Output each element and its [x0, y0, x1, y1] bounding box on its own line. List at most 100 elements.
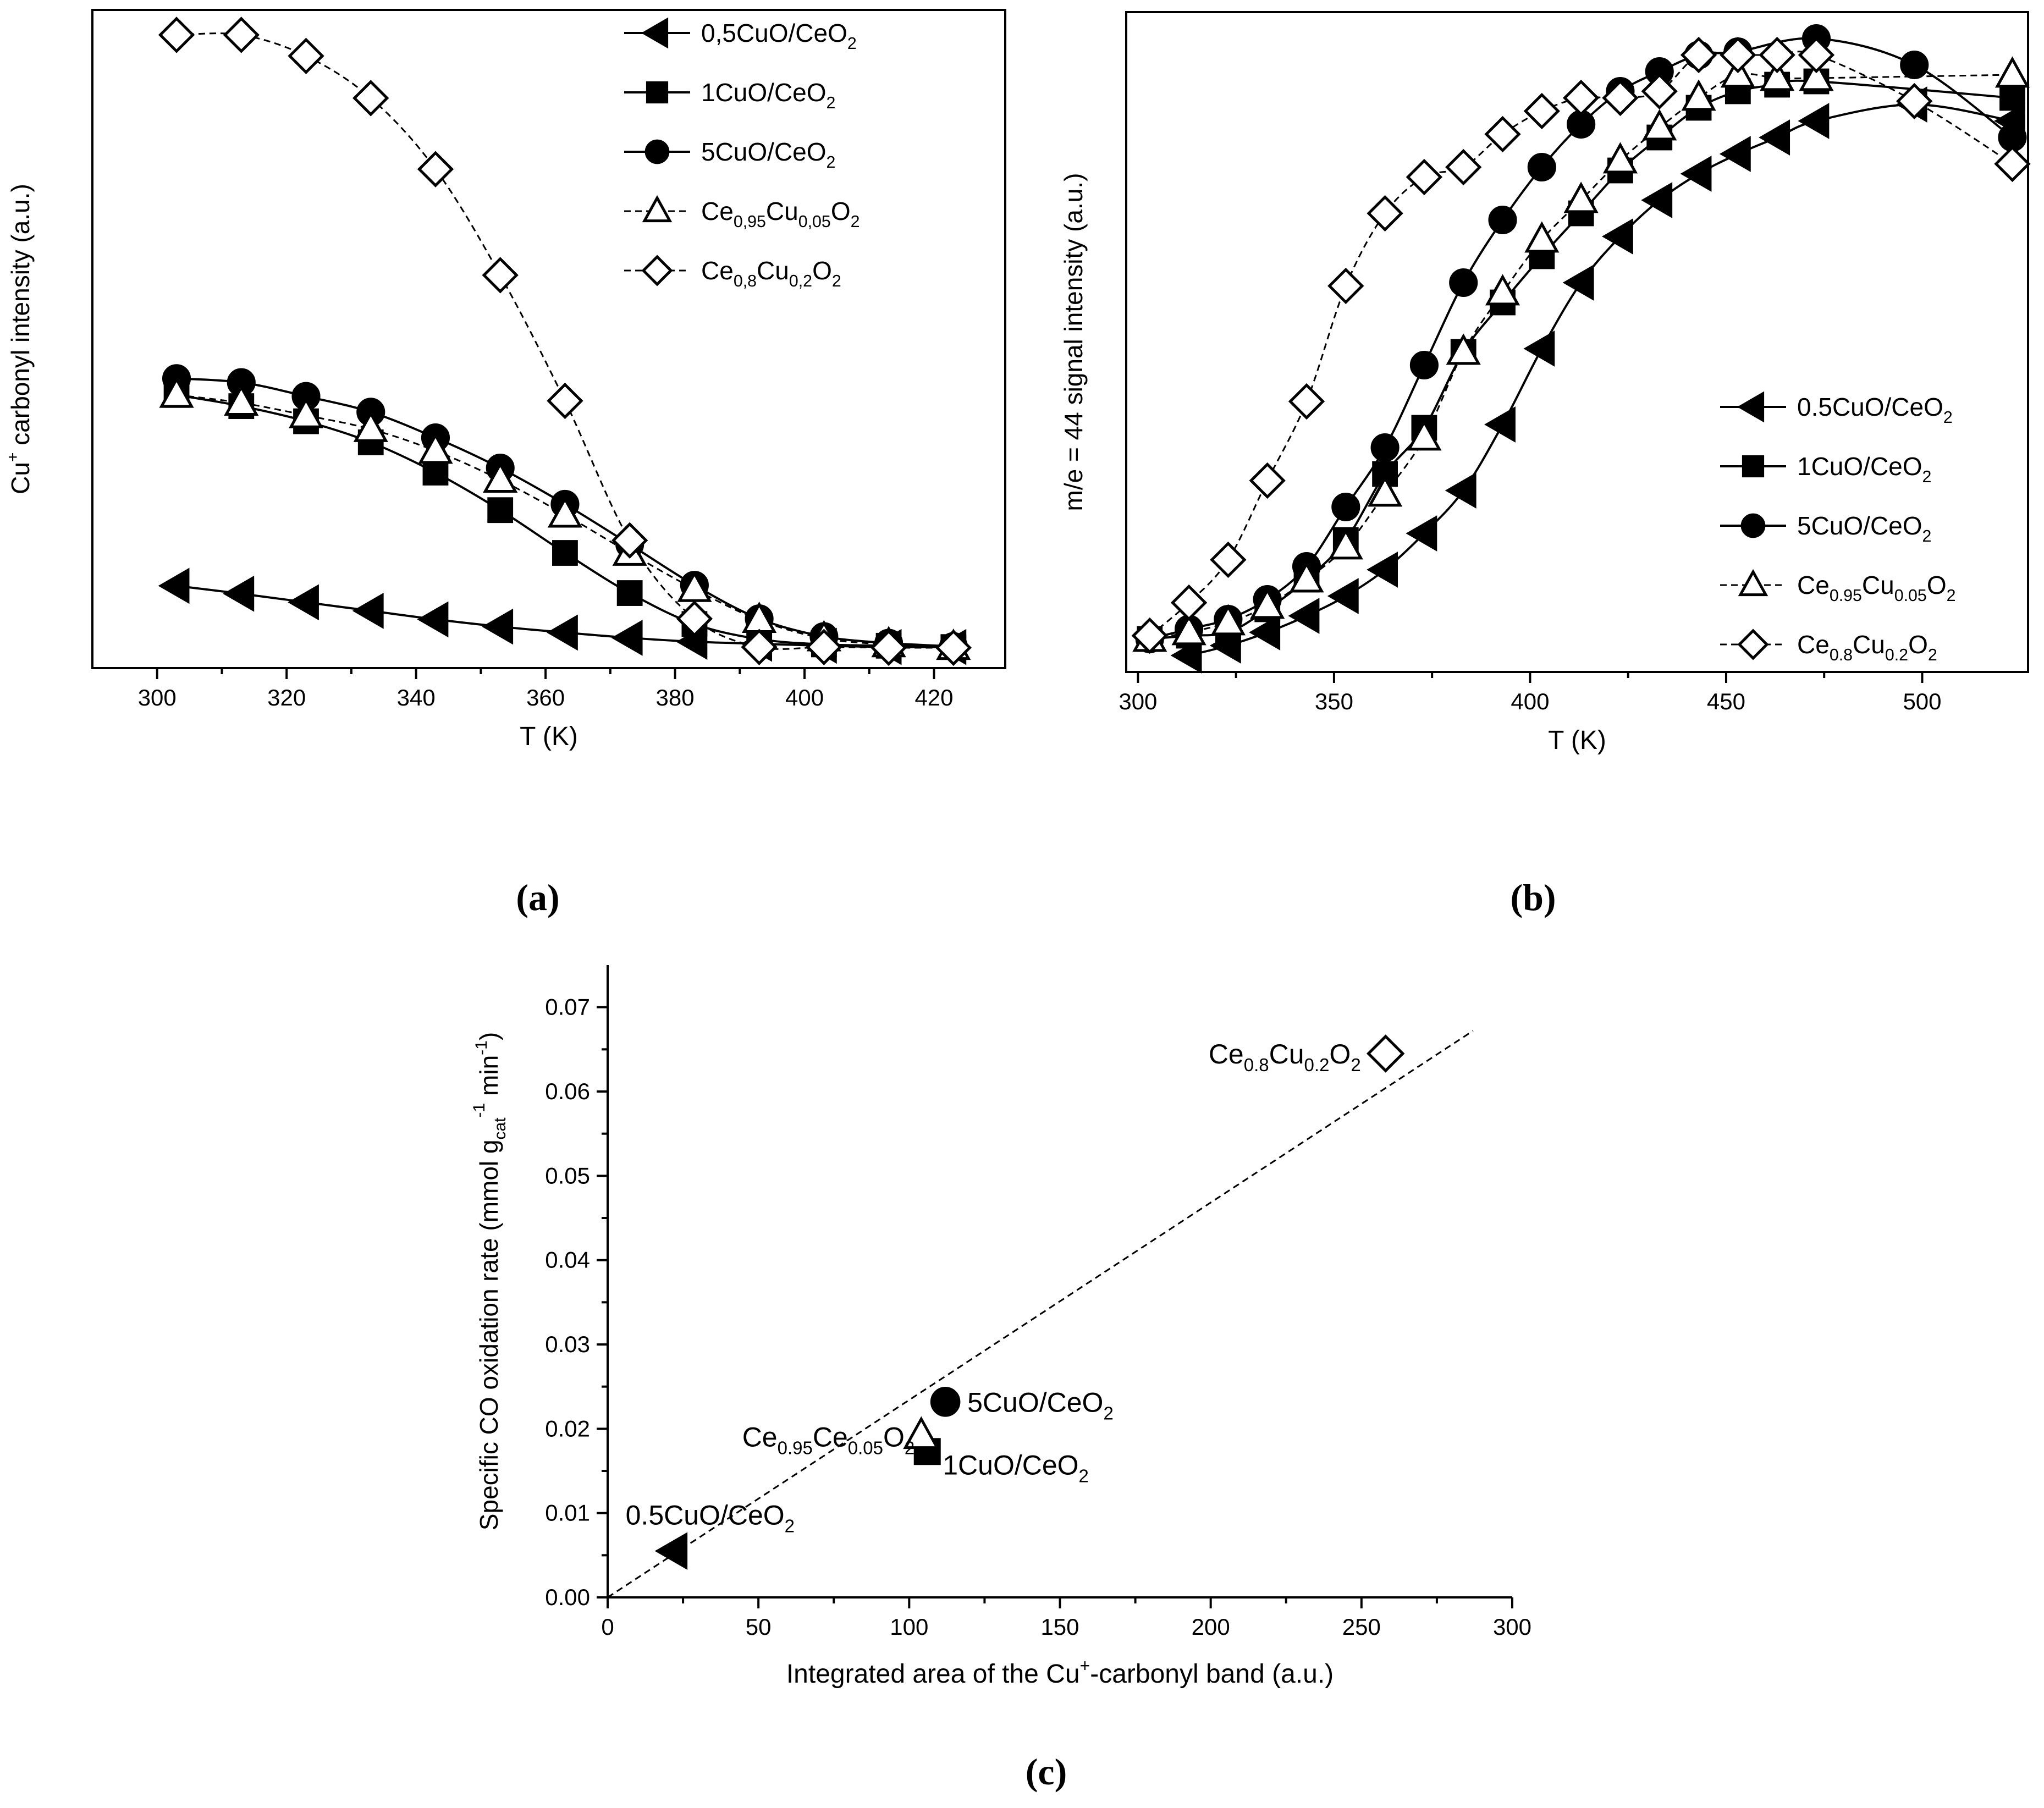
data-point	[1288, 598, 1320, 634]
data-point	[676, 600, 713, 637]
data-point	[1406, 158, 1443, 196]
data-point	[1485, 274, 1520, 306]
y-tick-label: 0.06	[545, 1078, 590, 1104]
data-point	[1759, 36, 1795, 74]
point-5cuo-ceo2: 5CuO/CeO2	[930, 1386, 1114, 1423]
point-label-part: O	[1329, 1039, 1351, 1070]
plot-frame	[91, 9, 1006, 669]
data-point	[1449, 268, 1478, 297]
point-label-part: 2	[1079, 1466, 1089, 1486]
data-point	[1445, 472, 1476, 509]
point-label-part: 5CuO/CeO	[967, 1387, 1103, 1418]
y-tick-label: 0.05	[545, 1162, 590, 1188]
data-point	[1896, 82, 1933, 120]
point-label-part: 1CuO/CeO	[943, 1450, 1078, 1481]
data-point	[1641, 73, 1678, 110]
data-point	[1994, 145, 2031, 183]
data-point	[1681, 79, 1716, 111]
legend-label: Ce0.8Cu0.2O2	[1797, 630, 1937, 664]
x-axis-title: T (K)	[520, 722, 578, 751]
legend-marker	[1740, 513, 1766, 538]
panel-label: (a)	[516, 877, 559, 918]
legend-item: 0.5CuO/CeO2	[1720, 391, 1953, 427]
data-point	[1249, 462, 1286, 499]
data-point	[1409, 350, 1439, 380]
point-label: 1CuO/CeO2	[943, 1450, 1089, 1486]
y-axis-title-sub: cat	[491, 1117, 509, 1140]
data-point	[352, 593, 384, 629]
data-point	[1602, 142, 1638, 174]
legend-label-part: Cu	[1862, 571, 1894, 599]
panel-c-chart: 0 50 100 150 200 250 300 0.00 0.01 0.02 0.03 0.04 0.…	[470, 965, 1531, 1793]
data-point	[483, 461, 518, 493]
legend-label-part: 2	[827, 94, 836, 112]
panel-b-chart: 300 350 400 450 500 T (K) m/e = 44 signal inte…	[1059, 11, 2031, 918]
legend-label-part: 0.05	[1894, 587, 1927, 605]
point-ce0-8cu0-2o2: Ce0.8Cu0.2O2	[1209, 1034, 1405, 1075]
x-tick-label: 300	[1493, 1614, 1531, 1640]
point-label-part: 2	[1103, 1403, 1113, 1423]
legend: 0,5CuO/CeO21CuO/CeO25CuO/CeO2Ce0,95Cu0,0…	[624, 17, 860, 290]
y-tick-label: 0.00	[545, 1584, 590, 1610]
data-point	[223, 575, 255, 612]
legend-label-part: Ce	[1797, 630, 1830, 659]
point-label-part: 2	[1351, 1055, 1360, 1075]
x-tick-label: 400	[785, 685, 824, 710]
y-axis-title: Cu+ carbonyl intensity (a.u.)	[4, 184, 35, 494]
data-point	[1250, 587, 1285, 619]
data-point	[418, 432, 453, 464]
data-point	[1999, 85, 2025, 111]
x-tick-label: 0	[601, 1614, 614, 1640]
legend-label-part: 2	[847, 35, 857, 53]
data-point	[482, 608, 514, 645]
data-point	[158, 16, 195, 53]
legend-item: Ce0.95Cu0.05O2	[1720, 569, 1955, 605]
legend-label-part: 0.95	[1830, 587, 1862, 605]
x-tick-label: 350	[1315, 688, 1353, 714]
y-axis-title-part: Specific CO oxidation rate (mmol g	[475, 1139, 503, 1530]
point-label-part: Ce	[813, 1422, 848, 1453]
point-0-5cuo-ceo2: 0.5CuO/CeO2	[626, 1500, 795, 1570]
legend-label-part: 0.5CuO/CeO	[1797, 393, 1943, 421]
x-tick-label: 200	[1192, 1614, 1230, 1640]
legend-label: 5CuO/CeO2	[701, 137, 835, 172]
legend-label: 0.5CuO/CeO2	[1797, 393, 1953, 427]
data-point	[1523, 330, 1555, 367]
point-label-part: Ce	[1209, 1039, 1244, 1070]
data-point	[1524, 221, 1560, 253]
data-point	[1331, 492, 1360, 522]
point-label-part: 2	[785, 1516, 795, 1536]
y-axis-title-sup: +	[4, 452, 22, 462]
legend-item: 5CuO/CeO2	[624, 137, 835, 172]
data-point	[224, 384, 259, 416]
point-label-part: 2	[905, 1438, 914, 1458]
data-point	[1446, 333, 1481, 365]
data-point	[1366, 1034, 1405, 1073]
data-point	[870, 629, 907, 666]
legend-marker	[1737, 629, 1769, 660]
legend-marker	[642, 195, 673, 223]
x-tick-label: 100	[890, 1614, 928, 1640]
data-point	[1327, 578, 1359, 614]
data-point	[417, 601, 449, 638]
legend-label-part: 0,05	[798, 213, 831, 231]
legend-marker	[641, 17, 669, 49]
y-tick-label: 0.02	[545, 1415, 590, 1441]
data-point	[1484, 115, 1521, 153]
legend-marker	[646, 81, 669, 104]
point-label-part: 0.05	[848, 1438, 883, 1458]
data-point	[288, 584, 319, 621]
legend-item: Ce0,8Cu0,2O2	[624, 255, 841, 290]
data-point	[1367, 195, 1403, 232]
legend-label-part: 0.2	[1885, 646, 1908, 664]
legend-item: 5CuO/CeO2	[1720, 511, 1931, 545]
legend-label-part: 1CuO/CeO	[701, 78, 827, 107]
data-point	[158, 567, 190, 604]
legend-label: 1CuO/CeO2	[1797, 452, 1931, 486]
data-point	[935, 629, 972, 666]
data-point	[288, 396, 324, 428]
legend-label-part: 0,8	[734, 272, 757, 290]
legend-label-part: Cu	[766, 197, 798, 225]
point-label-part: O	[883, 1422, 905, 1453]
data-point	[806, 629, 842, 665]
